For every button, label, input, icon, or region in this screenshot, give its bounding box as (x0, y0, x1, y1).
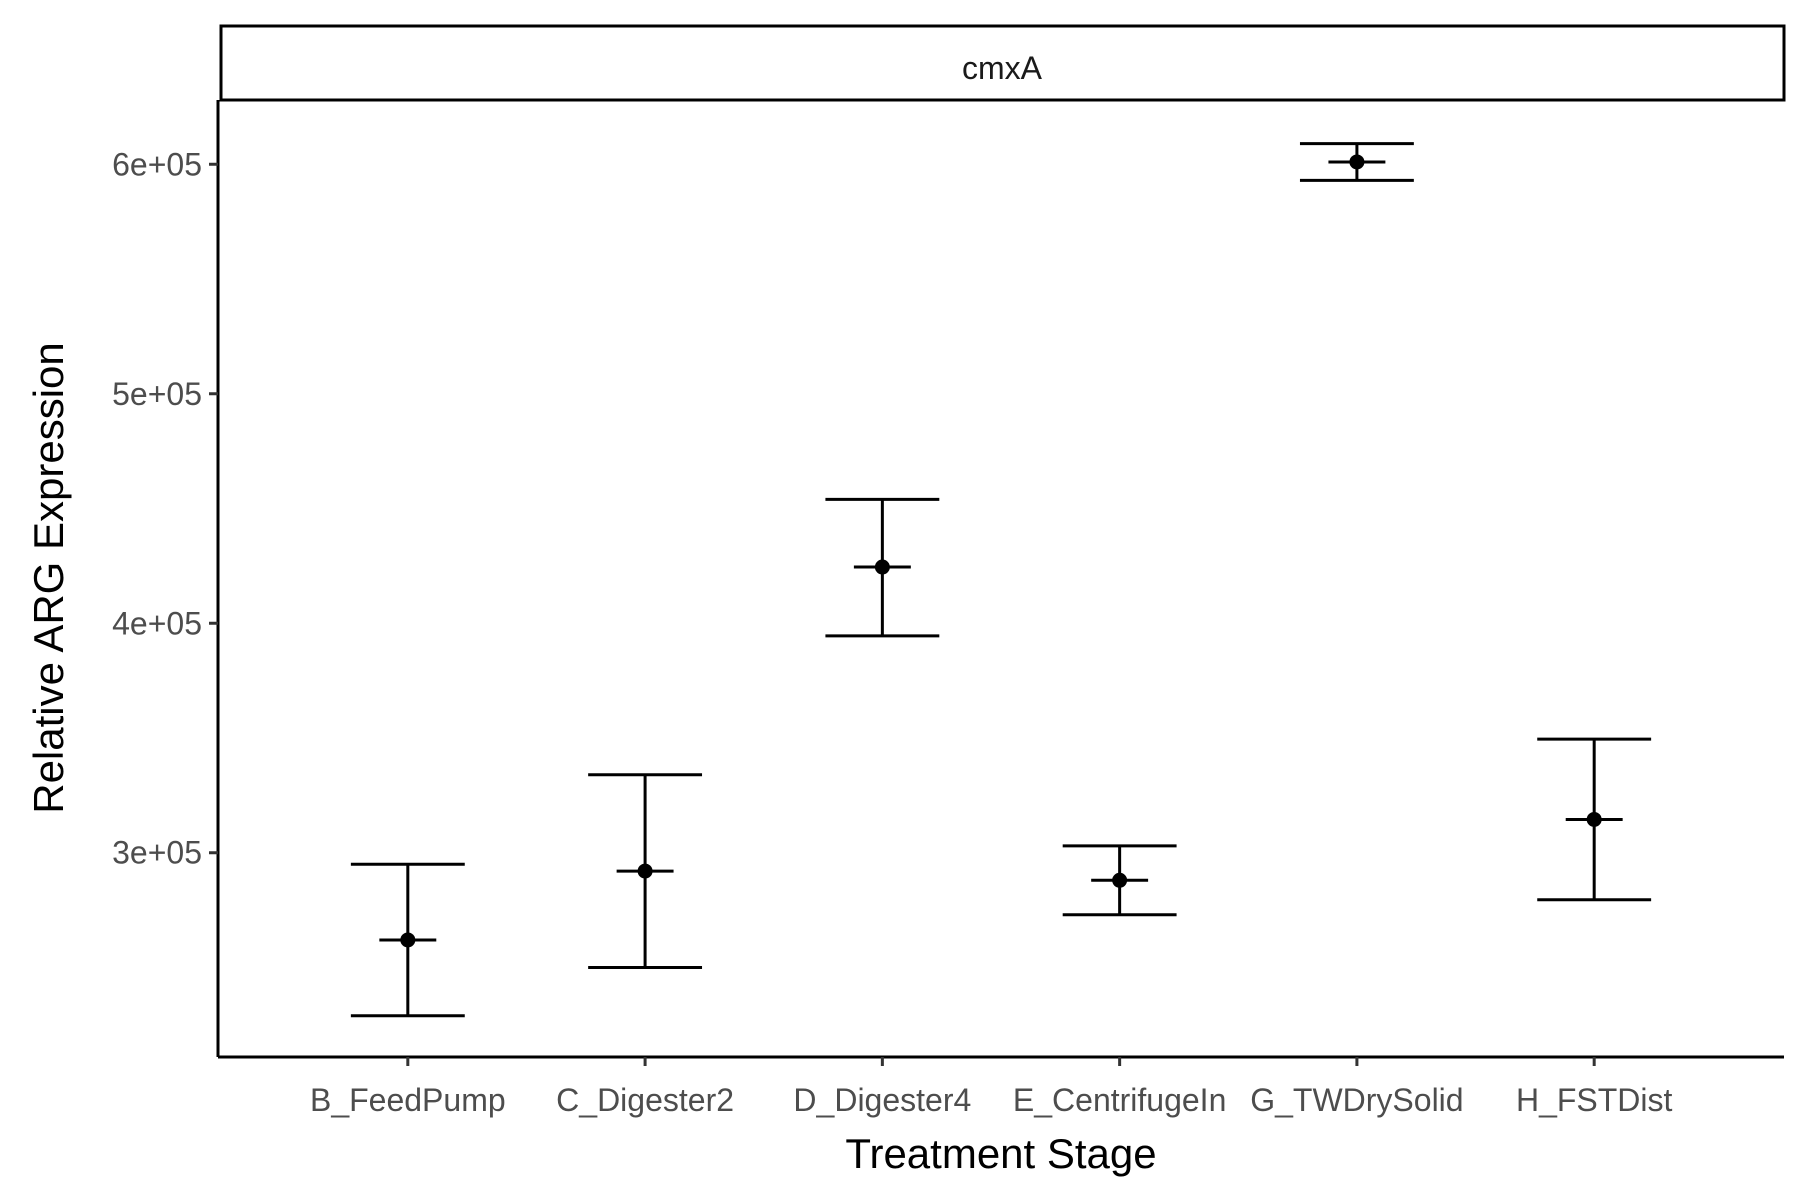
data-point (874, 559, 890, 575)
x-tick-label: B_FeedPump (310, 1082, 506, 1118)
data-point (1112, 872, 1128, 888)
x-tick-label: G_TWDrySolid (1250, 1082, 1463, 1118)
y-tick-label: 6e+05 (112, 146, 202, 182)
data-point (1586, 811, 1602, 827)
error-bar-group (1062, 844, 1177, 917)
x-tick-label: D_Digester4 (793, 1082, 971, 1118)
x-axis-ticks: B_FeedPump C_Digester2 D_Digester4 E_Centri… (310, 1057, 1673, 1118)
y-tick-label: 5e+05 (112, 376, 202, 412)
data-point (1349, 154, 1365, 170)
y-tick-label: 4e+05 (112, 605, 202, 641)
facet-strip-label: cmxA (962, 50, 1043, 86)
data-point (400, 932, 416, 948)
data-point (637, 863, 653, 879)
x-tick-label: E_CentrifugeIn (1013, 1082, 1226, 1118)
x-axis-title: Treatment Stage (845, 1130, 1156, 1177)
error-bar-group (825, 497, 940, 638)
error-bar-group (350, 862, 465, 1018)
plot-marks (350, 142, 1652, 1018)
y-axis-ticks: 3e+05 4e+05 5e+05 6e+05 (112, 146, 218, 871)
x-tick-label: C_Digester2 (556, 1082, 734, 1118)
x-tick-label: H_FSTDist (1516, 1082, 1673, 1118)
y-axis-title: Relative ARG Expression (25, 342, 72, 814)
y-tick-label: 3e+05 (112, 835, 202, 871)
error-bar-group (1299, 142, 1414, 182)
error-bar-group (588, 773, 703, 969)
error-bar-group (1537, 737, 1652, 902)
facet-strip (219, 24, 1786, 102)
